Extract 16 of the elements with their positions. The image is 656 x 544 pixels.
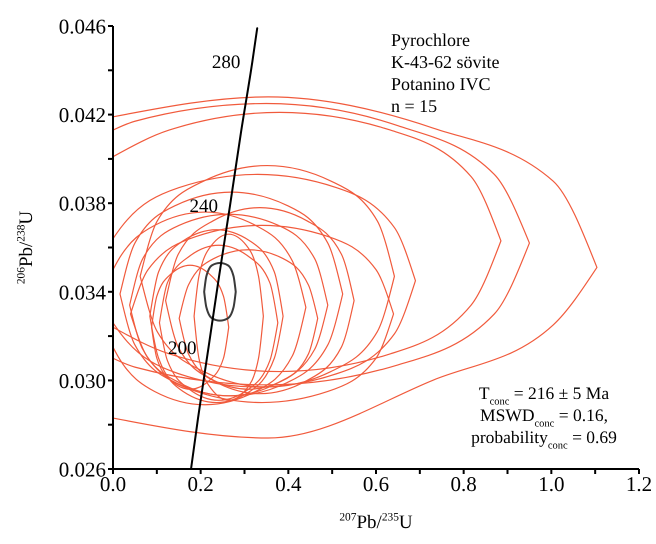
x-tick-label: 1.0 [538, 472, 564, 496]
x-tick-label: 0.4 [275, 472, 302, 496]
x-tick-label: 0.8 [450, 472, 477, 496]
y-tick-label: 0.042 [58, 103, 106, 128]
x-tick-label: 1.2 [626, 472, 652, 496]
annotation: Pyrochlore K-43-62 sövite Potanino IVC n = 15 [391, 30, 500, 116]
annotation: 280 [212, 52, 240, 74]
x-tick-label: 0.2 [188, 472, 214, 496]
x-axis-title: $^{207}$Pb/$^{235}$U [339, 511, 413, 533]
text: T$_{conc}$ = 216 ± 5 Ma MSWD$_{conc}$ = 0.16, probability$_{conc}$ = 0.69 [471, 383, 617, 452]
y-tick-label: 0.034 [58, 280, 106, 304]
y-tick-label: 0.038 [58, 192, 106, 216]
x-tick-label: 0.6 [362, 472, 390, 496]
y-tick-label: 0.030 [58, 368, 106, 393]
annotation: 240 [190, 196, 218, 218]
y-tick-label: 0.046 [58, 14, 106, 38]
